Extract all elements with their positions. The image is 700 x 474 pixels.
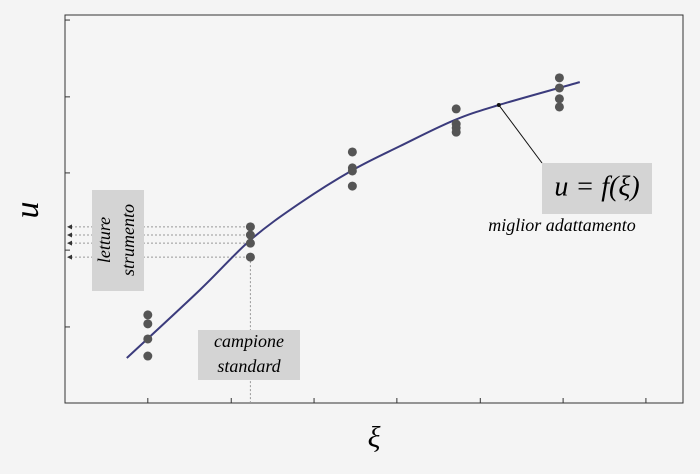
- marks: [65, 19, 647, 403]
- data-point: [451, 127, 461, 137]
- label-box: [198, 330, 300, 380]
- data-point: [554, 94, 564, 104]
- guide-arrow: [67, 232, 72, 238]
- guide-arrow: [67, 240, 72, 246]
- readings-label: letture: [94, 217, 114, 263]
- data-point: [143, 334, 153, 344]
- data-point: [554, 102, 564, 112]
- y-axis-label: u: [9, 202, 46, 219]
- readings-label: strumento: [118, 204, 138, 276]
- fit-formula: u = f(ξ): [554, 171, 639, 202]
- data-point: [347, 147, 357, 157]
- data-point: [143, 351, 153, 361]
- leader-line: [498, 104, 543, 164]
- data-point: [245, 230, 255, 240]
- fit-label: miglior adattamento: [488, 215, 636, 235]
- standard-label: standard: [217, 356, 281, 376]
- guide-arrow: [67, 224, 72, 230]
- standard-label: campione: [214, 331, 284, 351]
- data-point: [245, 252, 255, 262]
- label-box: [92, 190, 144, 291]
- data-point: [143, 310, 153, 320]
- data-point: [245, 238, 255, 248]
- data-point: [347, 181, 357, 191]
- data-point: [143, 319, 153, 329]
- label-box: [542, 163, 652, 214]
- data-point: [245, 222, 255, 232]
- x-axis-label: ξ: [368, 421, 381, 454]
- data-point: [347, 166, 357, 176]
- data-point: [554, 83, 564, 93]
- data-point: [554, 73, 564, 83]
- data-point: [451, 104, 461, 114]
- guide-arrow: [67, 254, 72, 260]
- annotations: letture strumento campione standard u = f(ξ)…: [92, 103, 652, 380]
